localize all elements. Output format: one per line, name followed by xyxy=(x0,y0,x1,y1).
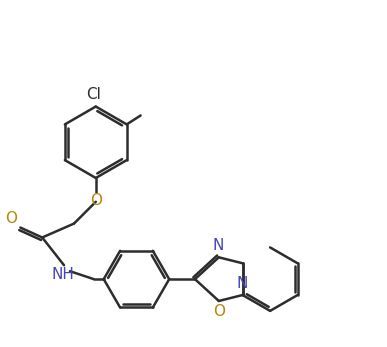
Text: N: N xyxy=(212,238,223,253)
Text: O: O xyxy=(90,193,102,208)
Text: N: N xyxy=(237,276,248,291)
Text: Cl: Cl xyxy=(86,87,101,102)
Text: NH: NH xyxy=(51,267,74,282)
Text: O: O xyxy=(213,304,225,319)
Text: O: O xyxy=(5,211,17,226)
